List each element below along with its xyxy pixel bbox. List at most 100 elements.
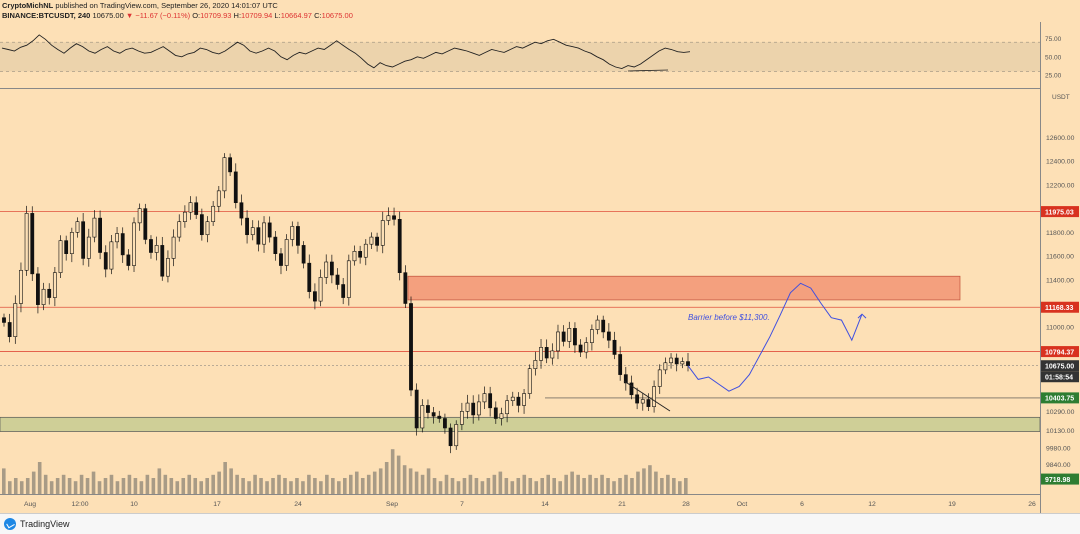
volume-bar — [534, 481, 539, 494]
volume-bar — [666, 474, 670, 494]
y-tick-label: 12200.00 — [1046, 182, 1075, 189]
candle-body — [448, 427, 453, 447]
volume-bar — [498, 471, 503, 494]
volume-bar — [115, 481, 120, 494]
candle-body — [307, 262, 312, 292]
y-tick-label: 10130.00 — [1046, 428, 1075, 435]
candle-body — [273, 236, 278, 254]
volume-bar — [223, 462, 227, 494]
candle-body — [103, 252, 108, 270]
candle-body — [623, 374, 628, 384]
volume-bar — [25, 478, 30, 494]
volume-bar — [7, 481, 12, 494]
publish-date: published on TradingView.com, September … — [53, 1, 278, 10]
volume-bar — [348, 474, 353, 494]
symbol-info: BINANCE:BTCUSDT, 240 10675.00 ▼ −11.67 (… — [2, 11, 353, 20]
x-tick-label: 24 — [294, 501, 302, 508]
resistance-zone — [407, 275, 961, 301]
volume-bar — [504, 478, 509, 494]
projection-arrow — [857, 313, 867, 319]
candle-body — [550, 350, 555, 359]
candle-body — [296, 226, 300, 246]
candle-body — [522, 393, 526, 406]
candle-body — [75, 221, 80, 233]
tradingview-logo[interactable]: TradingView — [4, 518, 70, 530]
volume-bar — [594, 478, 598, 494]
volume-bar — [630, 478, 634, 494]
volume-bar — [390, 449, 395, 494]
candle-body — [471, 402, 476, 416]
candle-body — [120, 233, 125, 256]
volume-bar — [414, 471, 419, 494]
volume-bar — [247, 481, 251, 494]
candle-body — [635, 394, 640, 404]
candle-body — [245, 217, 249, 236]
candle-body — [414, 389, 419, 429]
volume-bar — [67, 478, 72, 494]
price-label-bg — [1041, 206, 1079, 218]
candle-body — [352, 251, 357, 262]
candle-body — [674, 357, 679, 365]
rsi-line — [1, 34, 691, 69]
candle-body — [516, 396, 521, 406]
candle-body — [657, 369, 662, 387]
candle-body — [346, 260, 351, 298]
candle-body — [143, 208, 148, 240]
volume-bar — [313, 478, 317, 494]
volume-bar — [468, 474, 473, 494]
candle-body — [392, 215, 396, 220]
y-tick-label: 10290.00 — [1046, 409, 1075, 416]
candle-body — [30, 213, 35, 275]
candle-body — [52, 272, 57, 298]
volume-bar — [277, 474, 281, 494]
candle-body — [573, 328, 577, 346]
volume-bar — [408, 468, 413, 494]
candle-body — [499, 413, 504, 419]
volume-bar — [360, 478, 365, 494]
volume-bar — [384, 462, 389, 494]
volume-bar — [19, 481, 24, 494]
volume-bar — [660, 478, 664, 494]
volume-bar — [354, 471, 359, 494]
y-tick-label: 11800.00 — [1046, 230, 1074, 237]
candle-body — [420, 405, 425, 429]
volume-bar — [366, 474, 371, 494]
volume-bar — [600, 474, 604, 494]
volume-bar — [139, 481, 144, 494]
volume-bar — [612, 481, 616, 494]
x-tick-label: 21 — [618, 501, 626, 508]
volume-bar — [420, 474, 425, 494]
candle-body — [612, 339, 617, 355]
volume-bar — [43, 474, 48, 494]
volume-bar — [552, 478, 556, 494]
volume-bar — [546, 474, 551, 494]
volume-bar — [103, 478, 108, 494]
volume-bar — [528, 478, 533, 494]
x-tick-label: 12 — [868, 501, 876, 508]
candle-body — [431, 412, 436, 417]
high-value: 10709.94 — [241, 11, 273, 20]
y-axis-unit: USDT — [1052, 94, 1070, 101]
tradingview-icon — [4, 518, 16, 530]
candle-body — [126, 254, 131, 266]
volume-bar — [301, 481, 305, 494]
candle-body — [369, 236, 374, 245]
volume-bar — [558, 481, 562, 494]
volume-bar — [199, 481, 204, 494]
candle-body — [459, 411, 464, 425]
candle-body — [182, 211, 187, 222]
support-zone — [0, 416, 1041, 432]
candle-body — [211, 205, 216, 222]
volume-bar — [450, 478, 455, 494]
volume-bar — [522, 474, 527, 494]
candle-body — [41, 288, 46, 305]
volume-bar — [372, 471, 377, 494]
candle-body — [313, 291, 317, 302]
candle-body — [544, 347, 549, 359]
x-tick-label: 17 — [213, 501, 221, 508]
volume-bar — [684, 478, 688, 494]
volume-bar — [109, 474, 114, 494]
volume-bar — [474, 478, 479, 494]
candle-body — [341, 284, 346, 298]
volume-bar — [510, 481, 515, 494]
